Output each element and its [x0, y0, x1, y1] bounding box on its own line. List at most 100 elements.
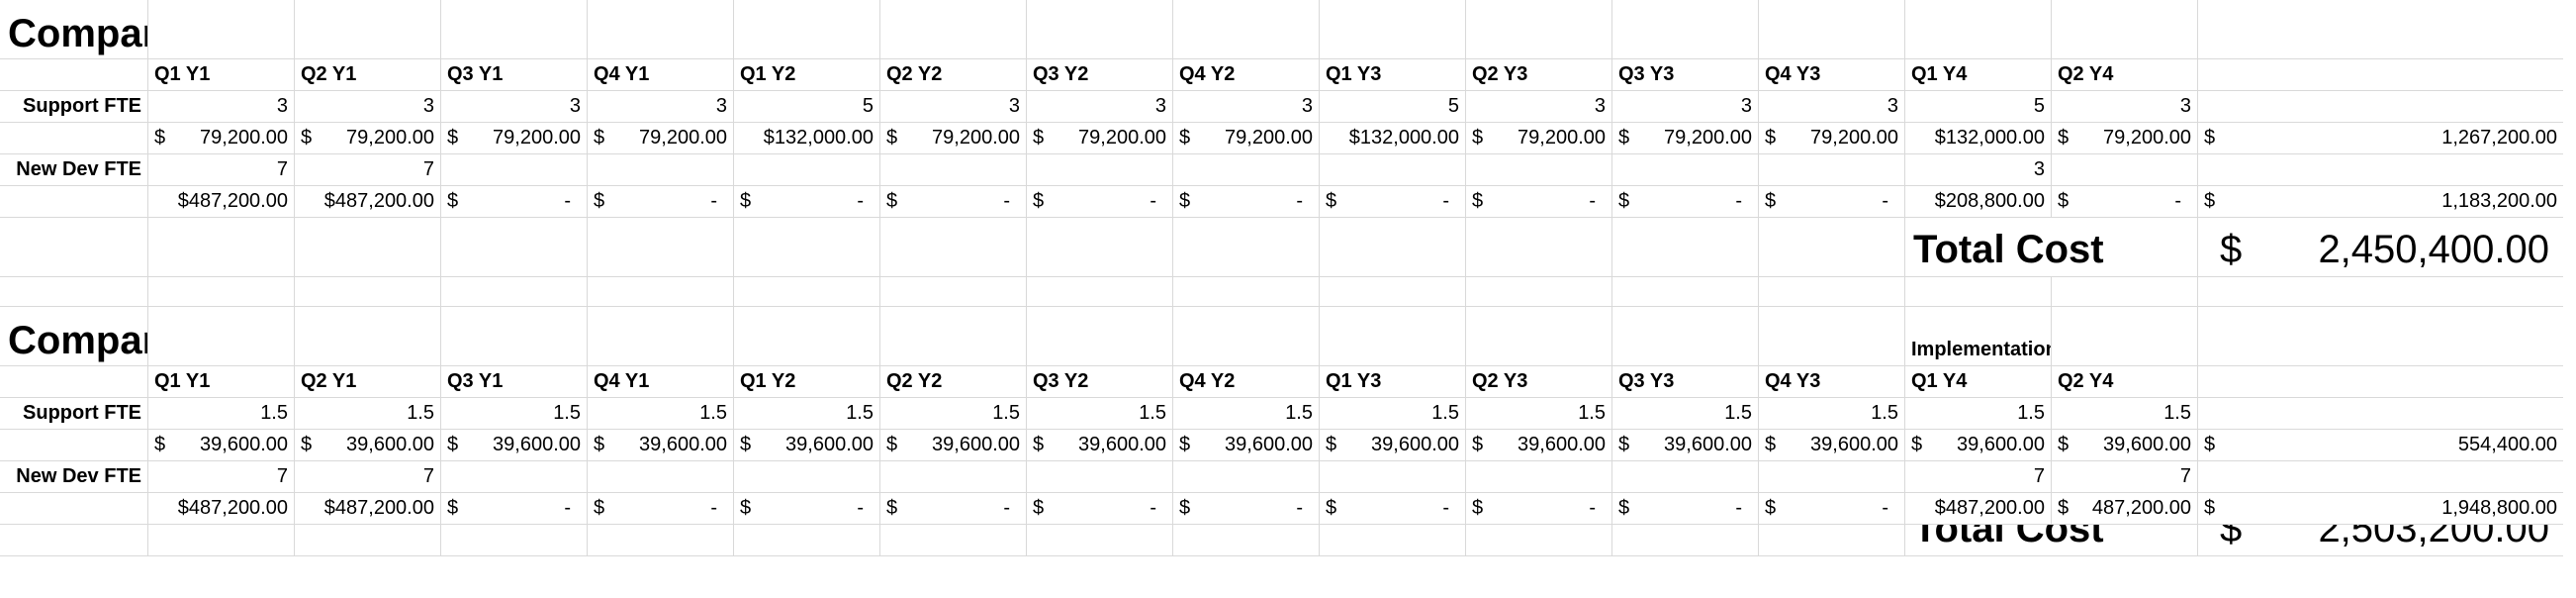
section-title[interactable]: Company B: [0, 307, 148, 366]
empty-cell[interactable]: [1905, 0, 2052, 59]
support-cost-cell[interactable]: $39,600.00: [880, 430, 1027, 461]
support-cost-cell[interactable]: $79,200.00: [880, 123, 1027, 154]
quarter-header[interactable]: Q1 Y4: [1905, 366, 2052, 398]
empty-cell[interactable]: [0, 366, 148, 398]
empty-cell[interactable]: [2198, 277, 2563, 307]
empty-cell[interactable]: [1027, 218, 1173, 277]
support-fte-cell[interactable]: 1.5: [295, 398, 441, 430]
empty-cell[interactable]: [1466, 0, 1612, 59]
total-cost-label[interactable]: Total Cost: [1905, 218, 2198, 277]
support-fte-cell[interactable]: 3: [1612, 91, 1759, 123]
newdev-cost-cell[interactable]: $ -: [1612, 493, 1759, 525]
newdev-fte-cell[interactable]: [588, 154, 734, 186]
newdev-cost-cell[interactable]: $208,800.00: [1905, 186, 2052, 218]
support-cost-cell[interactable]: $132,000.00: [734, 123, 880, 154]
newdev-fte-cell[interactable]: [2052, 154, 2198, 186]
empty-cell[interactable]: [1466, 218, 1612, 277]
total-cost-value[interactable]: $2,450,400.00: [2198, 218, 2563, 277]
support-fte-cell[interactable]: 3: [1466, 91, 1612, 123]
newdev-fte-cell[interactable]: [1466, 461, 1612, 493]
empty-cell[interactable]: [734, 0, 880, 59]
empty-cell[interactable]: [441, 307, 588, 366]
empty-cell[interactable]: [1759, 277, 1905, 307]
empty-cell[interactable]: [880, 0, 1027, 59]
newdev-cost-cell[interactable]: $ -: [1466, 493, 1612, 525]
newdev-cost-cell[interactable]: $ -: [588, 493, 734, 525]
empty-cell[interactable]: [1759, 218, 1905, 277]
empty-cell[interactable]: [2198, 366, 2563, 398]
newdev-fte-cell[interactable]: 7: [1905, 461, 2052, 493]
empty-cell[interactable]: [0, 493, 148, 525]
empty-cell[interactable]: [2198, 307, 2563, 366]
empty-cell[interactable]: [0, 186, 148, 218]
support-cost-cell[interactable]: $39,600.00: [1173, 430, 1320, 461]
support-cost-cell[interactable]: $39,600.00: [588, 430, 734, 461]
quarter-header[interactable]: Q4 Y1: [588, 366, 734, 398]
newdev-fte-cell[interactable]: [588, 461, 734, 493]
empty-cell[interactable]: [1466, 277, 1612, 307]
quarter-header[interactable]: Q1 Y2: [734, 59, 880, 91]
newdev-fte-label[interactable]: New Dev FTE: [0, 461, 148, 493]
quarter-header[interactable]: Q3 Y2: [1027, 59, 1173, 91]
newdev-fte-cell[interactable]: [441, 461, 588, 493]
empty-cell[interactable]: [148, 525, 295, 556]
empty-cell[interactable]: [1759, 525, 1905, 556]
empty-cell[interactable]: [1612, 307, 1759, 366]
empty-cell[interactable]: [1905, 277, 2052, 307]
newdev-fte-cell[interactable]: [880, 154, 1027, 186]
support-cost-cell[interactable]: $39,600.00: [1905, 430, 2052, 461]
newdev-fte-cell[interactable]: [1612, 154, 1759, 186]
quarter-header[interactable]: Q3 Y1: [441, 366, 588, 398]
empty-cell[interactable]: [588, 525, 734, 556]
newdev-fte-cell[interactable]: [1612, 461, 1759, 493]
empty-cell[interactable]: [2052, 0, 2198, 59]
support-cost-cell[interactable]: $79,200.00: [1612, 123, 1759, 154]
support-cost-cell[interactable]: $39,600.00: [441, 430, 588, 461]
newdev-fte-cell[interactable]: [734, 461, 880, 493]
note-label[interactable]: Implementation V2: [1905, 307, 2052, 366]
section-title[interactable]: Company A: [0, 0, 148, 59]
empty-cell[interactable]: [2198, 0, 2563, 59]
quarter-header[interactable]: Q2 Y2: [880, 366, 1027, 398]
newdev-fte-cell[interactable]: [1466, 154, 1612, 186]
support-cost-cell[interactable]: $79,200.00: [441, 123, 588, 154]
support-fte-cell[interactable]: 1.5: [1027, 398, 1173, 430]
quarter-header[interactable]: Q1 Y3: [1320, 366, 1466, 398]
newdev-cost-cell[interactable]: $ -: [734, 493, 880, 525]
empty-cell[interactable]: [734, 307, 880, 366]
newdev-cost-cell[interactable]: $ -: [441, 493, 588, 525]
newdev-cost-cell[interactable]: $ -: [880, 186, 1027, 218]
empty-cell[interactable]: [1320, 525, 1466, 556]
newdev-cost-cell[interactable]: $ -: [880, 493, 1027, 525]
empty-cell[interactable]: [880, 277, 1027, 307]
empty-cell[interactable]: [734, 277, 880, 307]
newdev-fte-cell[interactable]: [880, 461, 1027, 493]
quarter-header[interactable]: Q2 Y1: [295, 366, 441, 398]
newdev-fte-cell[interactable]: [1173, 154, 1320, 186]
support-cost-cell[interactable]: $79,200.00: [1759, 123, 1905, 154]
quarter-header[interactable]: Q2 Y1: [295, 59, 441, 91]
newdev-cost-cell[interactable]: $487,200.00: [1905, 493, 2052, 525]
total-cost-label[interactable]: Total Cost: [1905, 525, 2198, 556]
newdev-fte-cell[interactable]: [734, 154, 880, 186]
empty-cell[interactable]: [0, 123, 148, 154]
quarter-header[interactable]: Q1 Y4: [1905, 59, 2052, 91]
support-cost-cell[interactable]: $132,000.00: [1905, 123, 2052, 154]
newdev-cost-cell[interactable]: $ -: [1173, 186, 1320, 218]
quarter-header[interactable]: Q4 Y3: [1759, 366, 1905, 398]
quarter-header[interactable]: Q3 Y2: [1027, 366, 1173, 398]
support-cost-cell[interactable]: $79,200.00: [1027, 123, 1173, 154]
empty-cell[interactable]: [1173, 307, 1320, 366]
newdev-fte-cell[interactable]: [1173, 461, 1320, 493]
quarter-header[interactable]: Q2 Y3: [1466, 366, 1612, 398]
newdev-fte-cell[interactable]: 7: [2052, 461, 2198, 493]
empty-cell[interactable]: [0, 277, 148, 307]
quarter-header[interactable]: Q3 Y3: [1612, 59, 1759, 91]
empty-cell[interactable]: [441, 525, 588, 556]
empty-cell[interactable]: [1759, 0, 1905, 59]
support-fte-cell[interactable]: 1.5: [1466, 398, 1612, 430]
newdev-cost-cell[interactable]: $ -: [588, 186, 734, 218]
support-cost-cell[interactable]: $39,600.00: [1759, 430, 1905, 461]
empty-cell[interactable]: [295, 307, 441, 366]
newdev-fte-cell[interactable]: [1320, 154, 1466, 186]
